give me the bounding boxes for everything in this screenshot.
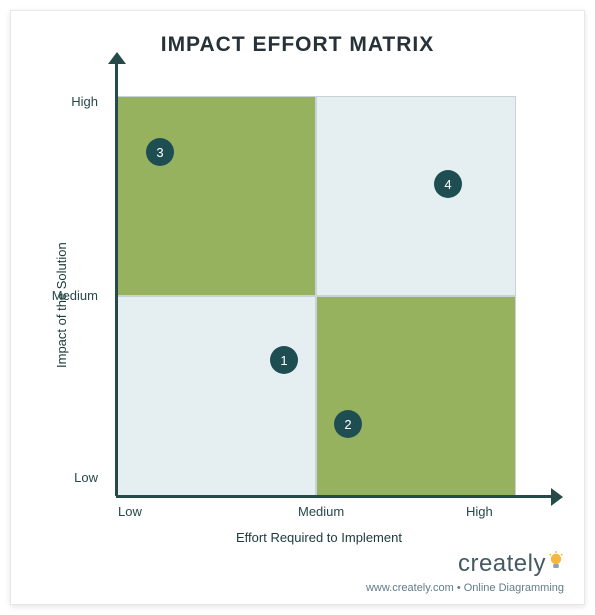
lightbulb-icon xyxy=(548,551,564,576)
matrix-node: 3 xyxy=(146,138,174,166)
y-axis-title: Impact of the Solution xyxy=(54,242,69,368)
page-title: IMPACT EFFORT MATRIX xyxy=(11,33,584,57)
impact-effort-matrix: 1 2 3 4 xyxy=(116,96,516,496)
x-tick-label: High xyxy=(466,504,493,519)
x-tick-label: Medium xyxy=(298,504,344,519)
quadrant xyxy=(116,296,316,496)
matrix-node: 4 xyxy=(434,170,462,198)
brand-text: creately xyxy=(458,550,546,578)
x-axis-line xyxy=(116,495,551,498)
x-tick-label: Low xyxy=(118,504,142,519)
quadrant xyxy=(116,96,316,296)
footer-text: www.creately.com • Online Diagramming xyxy=(366,582,564,594)
y-axis-line xyxy=(115,61,118,496)
y-tick-label: High xyxy=(71,94,98,109)
x-axis-arrow xyxy=(551,488,563,506)
matrix-node: 2 xyxy=(334,410,362,438)
y-axis-arrow xyxy=(108,52,126,64)
card: IMPACT EFFORT MATRIX 1234 HighMediumLow … xyxy=(10,10,585,605)
brand-logo: creately xyxy=(458,550,564,578)
root: IMPACT EFFORT MATRIX 1234 HighMediumLow … xyxy=(0,0,595,615)
quadrant xyxy=(316,296,516,496)
x-axis-title: Effort Required to Implement xyxy=(236,530,402,545)
y-tick-label: Low xyxy=(74,470,98,485)
matrix-node: 1 xyxy=(270,346,298,374)
quadrant xyxy=(316,96,516,296)
